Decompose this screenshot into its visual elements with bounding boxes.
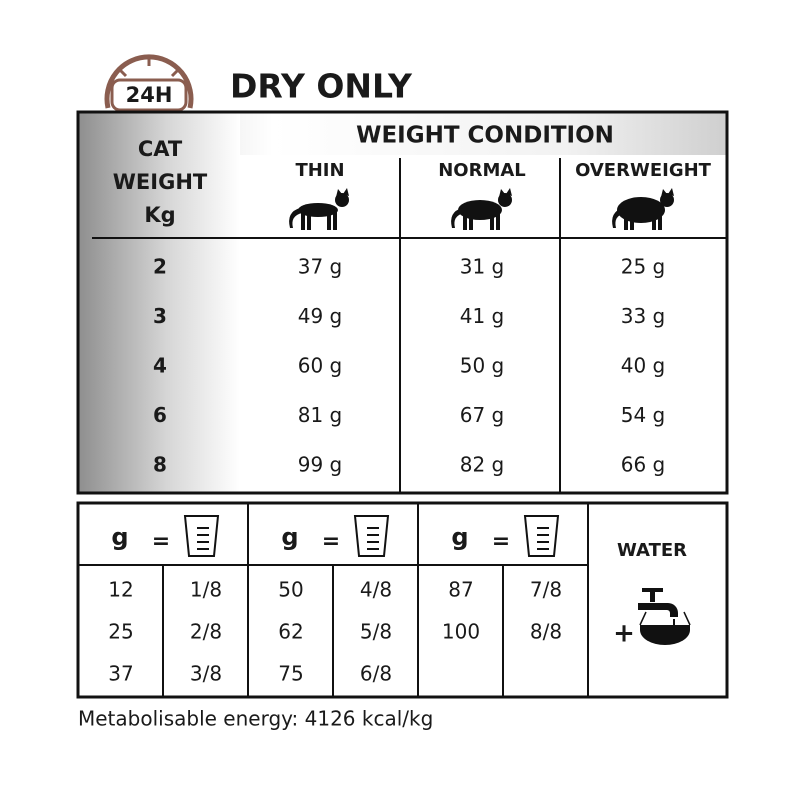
ration-cell: 50 g	[460, 354, 505, 378]
ration-cell: 81 g	[298, 403, 343, 427]
equals-sign: =	[492, 529, 510, 554]
ration-cell: 60 g	[298, 354, 343, 378]
cat-leg	[490, 210, 494, 230]
cup-fraction: 1/8	[190, 578, 222, 602]
gram-amount: 12	[108, 578, 133, 602]
cat-leg	[630, 210, 634, 230]
cat-ears	[661, 188, 674, 197]
cat-tail	[451, 208, 464, 228]
ration-cell: 82 g	[460, 453, 505, 477]
dynamic-content: CAT WEIGHT Kg THIN NORMAL OVERWEIGHT 2 37 g 31 g…	[108, 137, 711, 686]
cat-leg	[327, 210, 331, 230]
water-label: WATER	[617, 540, 687, 561]
cat-tail	[289, 208, 302, 228]
plus-sign: +	[613, 619, 635, 649]
title: DRY ONLY	[230, 67, 413, 106]
footer: Metabolisable energy: 4126 kcal/kg	[78, 707, 433, 731]
ration-cell: 31 g	[460, 255, 505, 279]
conversion-lines	[78, 503, 589, 697]
cup-icon	[523, 515, 560, 557]
ration-cell: 66 g	[621, 453, 666, 477]
gram-amount: 25	[108, 620, 133, 644]
column-header: NORMAL	[438, 160, 526, 181]
ration-cell: 67 g	[460, 403, 505, 427]
cat-leg	[469, 210, 473, 230]
cat-icon	[612, 188, 674, 230]
gram-amount: 37	[108, 662, 133, 686]
cup-fraction: 2/8	[190, 620, 222, 644]
gram-amount: 75	[278, 662, 303, 686]
cup-fraction: 6/8	[360, 662, 392, 686]
cat-leg	[624, 210, 628, 230]
badge-text: 24H	[126, 83, 173, 107]
ration-cell: 40 g	[621, 354, 666, 378]
column-header: THIN	[295, 160, 344, 181]
row-header: CAT	[138, 137, 183, 161]
table-lines	[92, 158, 727, 492]
cat-ears	[499, 188, 512, 197]
cat-icon	[451, 188, 512, 230]
equals-sign: =	[152, 529, 170, 554]
column-header: OVERWEIGHT	[575, 160, 712, 181]
gram-amount: 100	[442, 620, 480, 644]
cup-icon	[353, 515, 390, 557]
unit-label: g	[281, 523, 298, 551]
tap-icon	[638, 588, 691, 645]
cat-tail	[612, 208, 625, 228]
cat-leg	[301, 210, 305, 230]
table-border	[76, 110, 729, 495]
cat-leg	[658, 210, 662, 230]
weight-cell: 6	[153, 403, 167, 427]
row-header: Kg	[144, 203, 175, 227]
ration-cell: 37 g	[298, 255, 343, 279]
cat-icon	[289, 188, 349, 230]
gram-amount: 50	[278, 578, 303, 602]
weight-cell: 4	[153, 354, 167, 378]
cup-icon	[183, 515, 220, 557]
cup-fraction: 5/8	[360, 620, 392, 644]
conversion-border	[76, 501, 729, 699]
cat-ears	[336, 188, 349, 197]
ration-cell: 54 g	[621, 403, 666, 427]
weight-cell: 2	[153, 255, 167, 279]
unit-label: g	[111, 523, 128, 551]
cat-leg	[496, 210, 500, 230]
gram-amount: 87	[448, 578, 473, 602]
ration-cell: 49 g	[298, 304, 343, 328]
cup-fraction: 4/8	[360, 578, 392, 602]
gram-amount: 62	[278, 620, 303, 644]
cat-leg	[307, 210, 311, 230]
ration-cell: 33 g	[621, 304, 666, 328]
cat-head	[335, 193, 349, 207]
weight-column-bg	[78, 112, 240, 493]
cat-leg	[652, 210, 656, 230]
unit-label: g	[451, 523, 468, 551]
ration-cell: 41 g	[460, 304, 505, 328]
row-header: WEIGHT	[113, 170, 208, 194]
cup-fraction: 8/8	[530, 620, 562, 644]
clock-badge: 24H	[104, 54, 194, 112]
ration-cell: 25 g	[621, 255, 666, 279]
cat-head	[660, 193, 674, 207]
cat-leg	[463, 210, 467, 230]
cat-head	[498, 193, 512, 207]
cup-fraction: 7/8	[530, 578, 562, 602]
equals-sign: =	[322, 529, 340, 554]
ration-cell: 99 g	[298, 453, 343, 477]
weight-cell: 8	[153, 453, 167, 477]
group-header: WEIGHT CONDITION	[356, 123, 614, 149]
cup-fraction: 3/8	[190, 662, 222, 686]
cat-leg	[333, 210, 337, 230]
weight-cell: 3	[153, 304, 167, 328]
